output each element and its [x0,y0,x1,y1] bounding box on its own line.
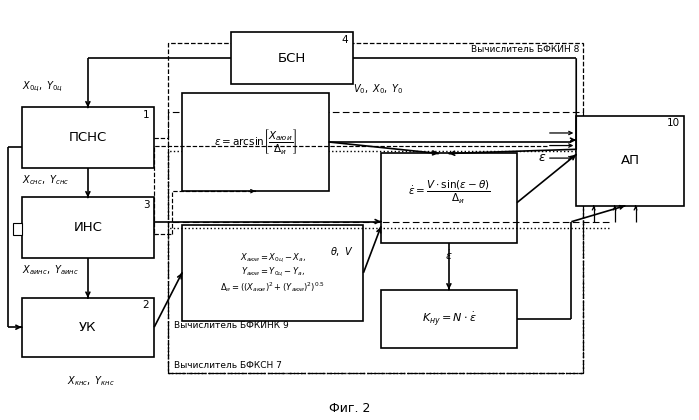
Text: 4: 4 [342,34,348,45]
Text: Вычислитель БФКИНК 9: Вычислитель БФКИНК 9 [174,321,289,330]
FancyBboxPatch shape [182,93,329,191]
Text: $\varepsilon = \arcsin\!\left[\dfrac{X_{аюи}}{\Delta_{и}}\right]$: $\varepsilon = \arcsin\!\left[\dfrac{X_{… [214,128,297,157]
Text: УК: УК [79,321,96,334]
FancyBboxPatch shape [381,153,517,244]
FancyBboxPatch shape [231,32,353,84]
Text: ИНС: ИНС [73,221,102,234]
Text: $\dot{\varepsilon} = \dfrac{V \cdot \sin(\varepsilon - \theta)}{\Delta_{и}}$: $\dot{\varepsilon} = \dfrac{V \cdot \sin… [408,178,490,206]
Text: АП: АП [621,154,640,167]
Bar [13,223,22,235]
FancyBboxPatch shape [576,116,684,206]
FancyBboxPatch shape [22,197,154,258]
Text: $X_{0ц},\ Y_{0ц}$: $X_{0ц},\ Y_{0ц}$ [22,79,63,94]
FancyBboxPatch shape [22,298,154,357]
Text: 10: 10 [666,118,679,129]
Text: $\theta,\ V$: $\theta,\ V$ [330,244,353,257]
FancyBboxPatch shape [22,108,154,168]
Text: $X_{аюи} = X_{0ц} - X_а,$
$Y_{аюи} = Y_{0ц} - Y_а,$
$\Delta_{и} = ((X_{аюи})^2 +: $X_{аюи} = X_{0ц} - X_а,$ $Y_{аюи} = Y_{… [220,252,325,294]
Text: $\varepsilon$: $\varepsilon$ [538,151,546,164]
Text: 1: 1 [143,110,150,120]
Text: ПСНС: ПСНС [69,131,107,144]
Text: Вычислитель БФКИН 8: Вычислитель БФКИН 8 [471,45,579,54]
FancyBboxPatch shape [182,225,363,321]
Text: $X_{снс},\ Y_{снс}$: $X_{снс},\ Y_{снс}$ [22,173,69,187]
Text: $V_0,\ X_0,\ Y_0$: $V_0,\ X_0,\ Y_0$ [353,82,404,95]
Text: Фиг. 2: Фиг. 2 [329,402,370,415]
Text: $X_{аинс},\ Y_{аинс}$: $X_{аинс},\ Y_{аинс}$ [22,263,79,277]
Text: 2: 2 [143,300,150,310]
Text: $X_{кнс},\ Y_{кнс}$: $X_{кнс},\ Y_{кнс}$ [67,374,115,388]
FancyBboxPatch shape [381,289,517,348]
Text: 3: 3 [143,200,150,210]
Text: БСН: БСН [278,52,306,65]
Text: $\dot{\varepsilon}$: $\dot{\varepsilon}$ [445,249,453,262]
Text: Вычислитель БФКСН 7: Вычислитель БФКСН 7 [174,361,282,370]
Text: $K_{ну} = N \cdot \dot{\varepsilon}$: $K_{ну} = N \cdot \dot{\varepsilon}$ [421,310,476,328]
